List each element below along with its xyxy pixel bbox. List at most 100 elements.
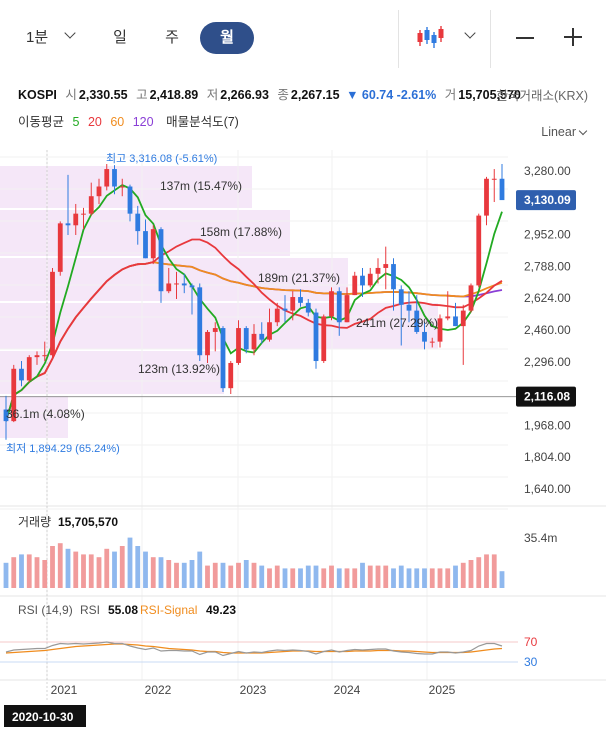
candle bbox=[166, 267, 172, 294]
ma-20-line bbox=[5, 238, 503, 422]
candle-body bbox=[313, 312, 319, 362]
crosshair-date: 2020-10-30 bbox=[12, 710, 74, 724]
candle-body bbox=[96, 186, 102, 197]
ma-120-line bbox=[5, 261, 503, 422]
toolbar-divider bbox=[398, 10, 399, 68]
moving-average-legend[interactable]: 이동평균 5 20 60 120 매물분석도(7) bbox=[18, 111, 244, 130]
candle-body bbox=[344, 295, 350, 323]
candle-body bbox=[220, 328, 226, 389]
candle bbox=[50, 267, 55, 358]
volume-bar bbox=[81, 554, 86, 588]
candle bbox=[336, 287, 342, 336]
plus-icon[interactable] bbox=[564, 28, 582, 46]
volume-bar bbox=[11, 557, 17, 588]
candle bbox=[3, 395, 9, 440]
candle-body bbox=[3, 409, 9, 422]
minus-icon[interactable] bbox=[516, 37, 534, 39]
candle-body bbox=[383, 264, 389, 268]
candle bbox=[73, 203, 79, 235]
volume-profile-label: 158m (17.88%) bbox=[200, 225, 282, 239]
candle bbox=[26, 355, 32, 383]
candle-body bbox=[360, 275, 365, 286]
candle bbox=[476, 213, 482, 288]
chart-type-chevron-icon[interactable] bbox=[464, 27, 476, 39]
candle-body bbox=[189, 285, 195, 288]
candle-body bbox=[437, 318, 443, 342]
volume-bar bbox=[468, 560, 474, 588]
candle-body bbox=[57, 223, 63, 272]
x-axis-label: 2023 bbox=[240, 683, 267, 697]
candle-body bbox=[81, 213, 86, 215]
candle-body bbox=[26, 357, 32, 381]
crosshair-date-bg bbox=[4, 705, 86, 727]
volume-bar bbox=[437, 568, 443, 588]
candle-body bbox=[460, 310, 466, 327]
index-name: KOSPI bbox=[18, 88, 57, 102]
volume-bar bbox=[19, 554, 24, 588]
candle bbox=[321, 314, 327, 363]
low-value: 2,266.93 bbox=[220, 88, 269, 102]
high-marker: 최고 3,316.08 (-5.61%) bbox=[106, 152, 217, 165]
candle-body bbox=[197, 287, 203, 356]
volume-bar bbox=[57, 543, 63, 588]
candle-body bbox=[274, 308, 280, 323]
tab-month[interactable]: 월 bbox=[200, 22, 254, 54]
volume-bar bbox=[274, 565, 280, 588]
volume-bar bbox=[391, 568, 396, 588]
volume-bar bbox=[150, 557, 156, 588]
candle-body bbox=[150, 229, 156, 259]
volume-bar bbox=[212, 562, 218, 588]
volume-bar bbox=[42, 560, 48, 588]
candle bbox=[453, 302, 458, 327]
volume-profile-label: 241m (27.29%) bbox=[356, 316, 438, 330]
current-price-tag-bg bbox=[516, 190, 576, 211]
x-axis-label: 2025 bbox=[429, 683, 456, 697]
tab-1min[interactable]: 1분 bbox=[26, 29, 49, 46]
candle bbox=[220, 326, 226, 393]
candle bbox=[360, 267, 365, 298]
candle-body bbox=[298, 297, 303, 303]
candle-body bbox=[158, 229, 164, 292]
candle bbox=[422, 322, 427, 350]
candle-body bbox=[398, 289, 404, 305]
candle-body bbox=[468, 285, 474, 311]
price-axis-tick: 1,640.00 bbox=[524, 482, 571, 496]
volume-bar bbox=[205, 565, 210, 588]
tab-week[interactable]: 주 bbox=[165, 29, 179, 46]
ma-60: 60 bbox=[110, 115, 125, 129]
candlestick-icon[interactable] bbox=[416, 24, 444, 50]
x-axis-label: 2021 bbox=[51, 683, 78, 697]
tab-day[interactable]: 일 bbox=[113, 29, 127, 46]
volume-bar bbox=[422, 568, 427, 588]
candle bbox=[267, 308, 272, 342]
candle bbox=[243, 326, 249, 354]
close-value: 2,267.15 bbox=[290, 88, 340, 102]
volume-axis-tick: 35.4m bbox=[524, 531, 557, 545]
volume-bar bbox=[305, 565, 311, 588]
volume-bar bbox=[197, 551, 203, 588]
candle-body bbox=[228, 362, 234, 389]
volume-bar bbox=[290, 568, 296, 588]
candle-body bbox=[476, 215, 482, 286]
scale-chevron-icon[interactable] bbox=[578, 126, 588, 136]
volume-bar bbox=[329, 565, 334, 588]
volume-bar bbox=[360, 562, 365, 588]
volume-bar bbox=[174, 562, 179, 588]
price-axis-tick: 2,952.00 bbox=[524, 228, 571, 242]
candle bbox=[484, 176, 489, 226]
scale-mode[interactable]: Linear bbox=[541, 125, 576, 139]
candle-body bbox=[236, 328, 241, 363]
candle bbox=[313, 308, 319, 369]
candle bbox=[468, 283, 474, 313]
volume-bar bbox=[112, 551, 117, 588]
open-label: 시 bbox=[65, 88, 77, 102]
candle-body bbox=[251, 333, 257, 350]
candle bbox=[104, 164, 110, 191]
volume-profile-label[interactable]: 매물분석도(7) bbox=[166, 115, 239, 129]
volume-label: 거래량 bbox=[18, 515, 51, 529]
volume-bar bbox=[298, 568, 303, 588]
ma-label: 이동평균 bbox=[18, 115, 65, 129]
candle-body bbox=[422, 331, 427, 342]
candle bbox=[197, 283, 203, 362]
candle bbox=[491, 169, 497, 203]
